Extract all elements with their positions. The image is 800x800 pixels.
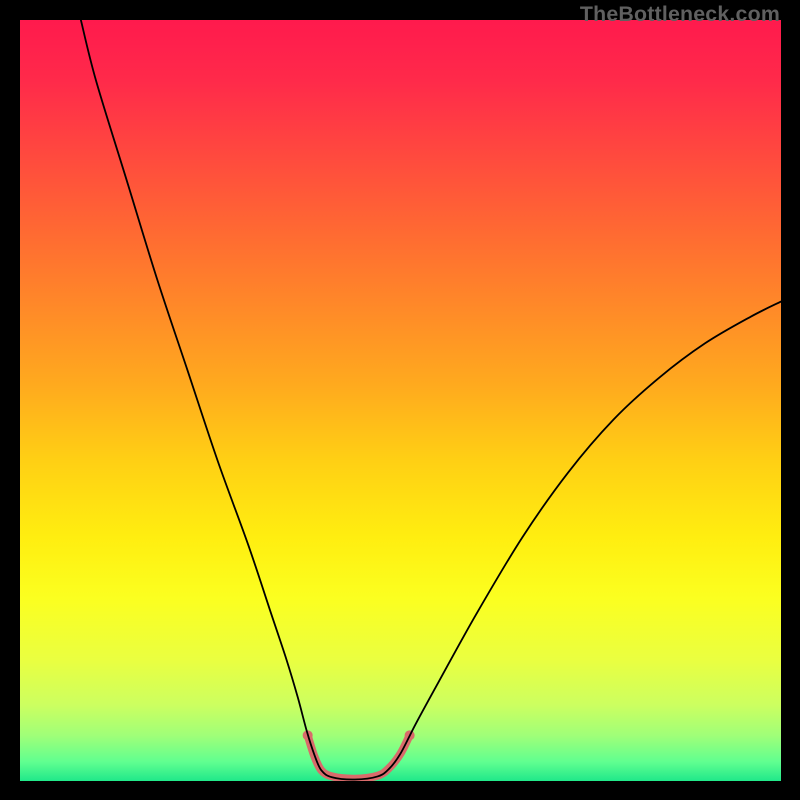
chart-frame: TheBottleneck.com <box>0 0 800 800</box>
gradient-background <box>20 20 781 781</box>
plot-area <box>20 20 781 781</box>
watermark-text: TheBottleneck.com <box>580 2 780 27</box>
plot-svg <box>20 20 781 781</box>
